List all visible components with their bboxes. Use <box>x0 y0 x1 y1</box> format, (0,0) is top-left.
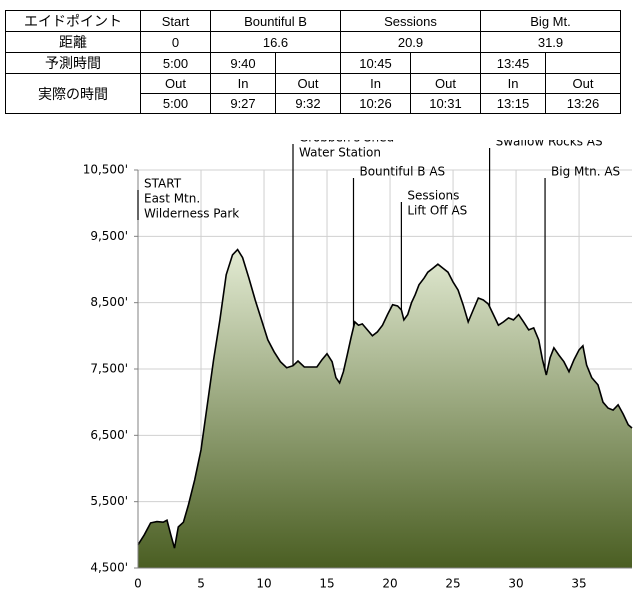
cell: 13:15 <box>480 93 546 114</box>
annotation-text: East Mtn. <box>144 192 200 206</box>
x-tick-label: 10 <box>256 577 271 591</box>
cell: Out <box>410 73 481 94</box>
annotation-text: START <box>144 177 182 191</box>
header-cell: Big Mt. <box>480 10 621 32</box>
cell: Out <box>140 73 211 94</box>
y-tick-label: 10,500' <box>83 163 128 177</box>
x-tick-label: 0 <box>134 577 142 591</box>
annotation-text: Big Mtn. AS <box>551 165 620 179</box>
cell: 10:26 <box>340 93 411 114</box>
profile-line <box>137 248 633 549</box>
y-tick-label: 4,500' <box>90 561 128 575</box>
annotation-text: Wilderness Park <box>144 207 239 221</box>
annotation-text: Grobben's Shed <box>299 140 394 145</box>
x-tick-label: 5 <box>197 577 205 591</box>
header-cell: エイドポイント <box>5 10 141 32</box>
header-cell: Sessions <box>340 10 481 32</box>
x-tick-label: 20 <box>382 577 397 591</box>
x-tick-label: 25 <box>445 577 460 591</box>
cell: 9:27 <box>210 93 276 114</box>
cell: 10:45 <box>340 52 411 74</box>
empty-cell <box>545 52 621 74</box>
cell: Out <box>275 73 341 94</box>
annotation-text: Bountiful B AS <box>359 165 445 179</box>
y-tick-label: 7,500' <box>90 362 128 376</box>
empty-cell <box>410 52 481 74</box>
empty-cell <box>275 52 341 74</box>
row-label: 距離 <box>5 31 141 53</box>
y-tick-label: 6,500' <box>90 428 128 442</box>
y-tick-label: 5,500' <box>90 494 128 508</box>
cell: 31.9 <box>480 31 621 53</box>
elevation-chart: 4,500' 5,500' 6,500' 7,500' 8,500' 9,500' 10,5… <box>83 140 633 591</box>
header-cell: Start <box>140 10 211 32</box>
annotation-text: Sessions <box>407 189 459 203</box>
cell: 5:00 <box>140 93 211 114</box>
cell: Out <box>545 73 621 94</box>
row-label: 実際の時間 <box>5 73 141 114</box>
x-tick-label: 15 <box>319 577 334 591</box>
cell: 5:00 <box>140 52 211 74</box>
cell: In <box>480 73 546 94</box>
cell: 10:31 <box>410 93 481 114</box>
x-tick-label: 30 <box>508 577 523 591</box>
cell: In <box>340 73 411 94</box>
cell: 9:40 <box>210 52 276 74</box>
annotation-text: Lift Off AS <box>407 204 467 218</box>
cell: In <box>210 73 276 94</box>
annotation-text: Swallow Rocks AS <box>496 140 603 149</box>
area <box>138 249 632 568</box>
cell: 16.6 <box>210 31 341 53</box>
cell: 9:32 <box>275 93 341 114</box>
annotation-text: Water Station <box>299 146 381 160</box>
x-tick-label: 35 <box>571 577 586 591</box>
y-tick-label: 9,500' <box>90 229 128 243</box>
header-cell: Bountiful B <box>210 10 341 32</box>
row-label: 予測時間 <box>5 52 141 74</box>
cell: 13:26 <box>545 93 621 114</box>
cell: 0 <box>140 31 211 53</box>
cell: 20.9 <box>340 31 481 53</box>
cell: 13:45 <box>480 52 546 74</box>
aid-table: エイドポイント Start Bountiful B Sessions Big M… <box>5 10 621 114</box>
y-tick-label: 8,500' <box>90 295 128 309</box>
